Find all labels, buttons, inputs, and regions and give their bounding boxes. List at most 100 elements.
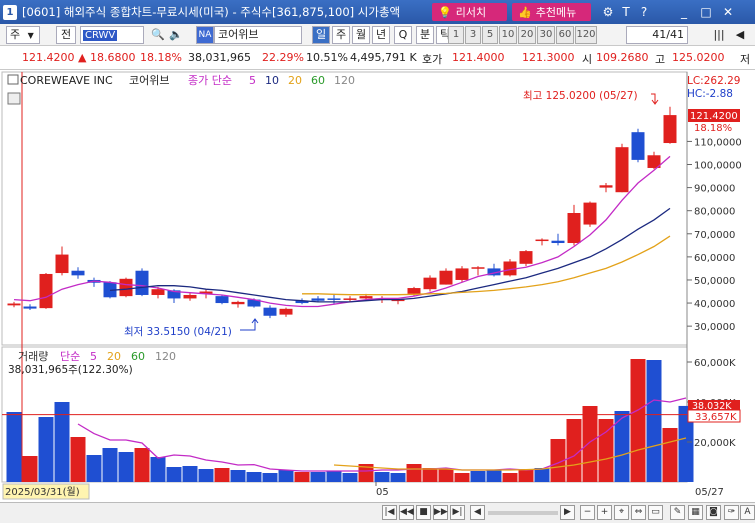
volume-bar	[614, 411, 630, 482]
date-cursor-box	[2, 483, 90, 500]
candle-body	[39, 273, 53, 309]
stop-button[interactable]: ■	[416, 505, 431, 520]
candle-body	[567, 213, 581, 244]
title-bar: 1 [0601] 해외주식 종합차트-무료시세(미국) - 주식수[361,87…	[0, 0, 755, 24]
status-bar: |◀ ◀◀ ■ ▶▶ ▶| ◀ ▶ − + ⌖ ⇔ ▭ ✎ ▦ ◙ ✑ A	[0, 502, 755, 523]
volume-ma-period-20: 20	[107, 350, 121, 363]
interval-tab-60[interactable]: 60	[556, 26, 574, 44]
bars-icon[interactable]: |||	[713, 28, 725, 41]
prev-button[interactable]: 전	[56, 26, 76, 44]
candle-body	[663, 115, 677, 144]
interval-tab-5[interactable]: 5	[482, 26, 498, 44]
maximize-icon[interactable]: □	[700, 5, 712, 19]
volume-bar	[646, 360, 662, 482]
volume-bar	[454, 473, 470, 482]
low-label: 저	[740, 53, 751, 66]
candle-body	[71, 270, 85, 276]
volume-bar	[118, 452, 134, 482]
interval-tab-3[interactable]: 3	[465, 26, 481, 44]
scroll-left-button[interactable]: ◀◀	[399, 505, 414, 520]
help-icon[interactable]: ?	[640, 5, 648, 19]
volume-ma-label: 단순	[60, 350, 80, 363]
candle-body	[151, 289, 165, 295]
volume-bar	[326, 471, 342, 482]
stock-name-field[interactable]: 코어위브	[214, 26, 302, 44]
scroll-right-button[interactable]: ▶▶	[433, 505, 448, 520]
chart-area[interactable]: 110,0000 100,0000 90,0000 80,0000 70,0000 60,…	[0, 70, 755, 502]
period-tab-6[interactable]: 분	[416, 26, 434, 44]
fit-icon[interactable]: ▭	[648, 505, 663, 520]
period-tab-3[interactable]: 월	[352, 26, 370, 44]
candle-body	[455, 268, 469, 280]
expand-icon[interactable]: ⇔	[631, 505, 646, 520]
avg-volume-value: 33,657K	[695, 412, 737, 423]
lc-label: LC:262.29	[687, 75, 740, 87]
ask-label: 호가	[422, 53, 443, 66]
next-page-button[interactable]: ▶	[560, 505, 575, 520]
close-icon[interactable]: ✕	[722, 5, 734, 19]
ma-period-10: 10	[265, 74, 279, 87]
research-button[interactable]: 💡 리서치	[432, 3, 507, 21]
grid-icon[interactable]: ▦	[688, 505, 703, 520]
chart-name-kr: 코어위브	[129, 74, 169, 87]
mode-select[interactable]: 주 ▼	[6, 26, 40, 44]
volume-bar	[294, 472, 310, 482]
font-icon[interactable]: T	[622, 5, 630, 19]
zoom-in-icon[interactable]: +	[597, 505, 612, 520]
price-change-pct: 18.18%	[140, 51, 182, 64]
volume-bar	[70, 437, 86, 482]
candle-body	[119, 278, 133, 297]
prev-page-button[interactable]: ◀	[470, 505, 485, 520]
table-icon	[7, 92, 21, 105]
volume-ma5-line	[77, 397, 687, 472]
text-icon[interactable]: A	[740, 505, 755, 520]
volume-bar	[678, 405, 694, 482]
price-tick-label: 100,0000	[694, 161, 742, 172]
symbol-input[interactable]: CRWV	[80, 26, 144, 44]
volume-bar	[582, 406, 598, 482]
settings-icon[interactable]: ⚙	[602, 5, 614, 19]
period-tab-4[interactable]: 년	[372, 26, 390, 44]
volume-bar	[198, 469, 214, 482]
volume-pct: 22.29%	[262, 51, 304, 64]
scroll-track[interactable]	[488, 511, 558, 515]
volume-bar	[406, 464, 422, 482]
volume-bar	[166, 467, 182, 482]
volume-bar	[6, 412, 22, 482]
draw-icon[interactable]: ✑	[724, 505, 739, 520]
candle-body	[167, 290, 181, 299]
camera-icon[interactable]: ◙	[706, 505, 721, 520]
quote-bar: 121.4200 ▲ 18.6800 18.18% 38,031,965 22.…	[0, 46, 755, 70]
volume-ma-period-5: 5	[90, 350, 97, 363]
interval-tab-10[interactable]: 10	[499, 26, 517, 44]
minimize-icon[interactable]: _	[681, 5, 687, 19]
candle-body	[199, 291, 213, 294]
crosshair-icon[interactable]: ⌖	[614, 505, 629, 520]
interval-tab-30[interactable]: 30	[537, 26, 555, 44]
arrow-icon[interactable]: ◀	[735, 28, 745, 41]
interval-tab-20[interactable]: 20	[518, 26, 536, 44]
recommend-menu-button[interactable]: 👍 추천메뉴	[512, 3, 591, 21]
interval-tab-120[interactable]: 120	[575, 26, 597, 44]
volume-label: 거래량	[18, 350, 48, 363]
ma-period-5: 5	[249, 74, 256, 87]
scroll-right-end-button[interactable]: ▶|	[450, 505, 465, 520]
scroll-left-end-button[interactable]: |◀	[382, 505, 397, 520]
candle-body	[519, 251, 533, 264]
pencil-icon[interactable]: ✎	[670, 505, 685, 520]
candle-body	[583, 202, 597, 225]
volume: 38,031,965	[188, 51, 251, 64]
bid-price: 121.3000	[522, 51, 575, 64]
candle-body	[295, 300, 309, 304]
speaker-icon[interactable]: 🔈	[169, 28, 183, 41]
period-tab-2[interactable]: 주	[332, 26, 350, 44]
zoom-out-icon[interactable]: −	[580, 505, 595, 520]
volume-bar	[486, 470, 502, 482]
period-tab-1[interactable]: 일	[312, 26, 330, 44]
candle-body	[55, 254, 69, 274]
search-icon[interactable]: 🔍	[151, 28, 165, 41]
price-volume-chart[interactable]: 110,0000 100,0000 90,0000 80,0000 70,0000 60,…	[0, 70, 755, 502]
interval-tab-1[interactable]: 1	[448, 26, 464, 44]
period-tab-5[interactable]: Q	[394, 26, 412, 44]
price-tick-label: 70,0000	[694, 230, 735, 241]
